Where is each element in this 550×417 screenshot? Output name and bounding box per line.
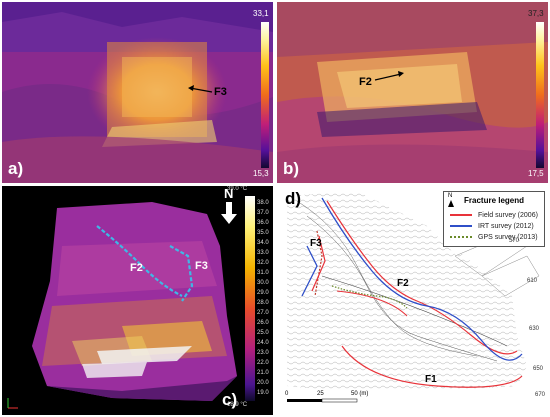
panel-c-colorbar	[245, 196, 255, 401]
panel-a-scale-min: 15,3	[253, 169, 269, 178]
scale-tick: 18.9 °C	[227, 402, 248, 408]
legend-row-irt: IRT survey (2012)	[450, 221, 534, 231]
contour-label: 630	[529, 326, 540, 332]
scale-tick: 25.0	[257, 330, 269, 336]
scale-tick: 36.0	[257, 220, 269, 226]
legend-swatch	[450, 225, 472, 227]
panel-a-colorbar	[261, 22, 269, 168]
scale-tick: 20.0	[257, 380, 269, 386]
scalebar-label-50: 50 (m)	[351, 391, 369, 397]
panel-c-model-drawing	[7, 196, 255, 409]
scale-tick: 32.0	[257, 260, 269, 266]
scale-tick: 27.0	[257, 310, 269, 316]
scale-tick: 22.0	[257, 360, 269, 366]
scalebar-label-25: 25	[317, 391, 324, 397]
legend-row-gps: GPS survey (2013)	[450, 232, 538, 242]
panel-c-f2-trace	[96, 225, 183, 297]
panel-a-thermal-drawing	[2, 2, 273, 183]
panel-c-f3-label: F3	[195, 260, 208, 272]
contour-label: 570	[509, 238, 520, 244]
scale-tick: 23.0	[257, 350, 269, 356]
panel-c-thermal-model: N F2 F3 39.0 °C 38.0 37.0 36.0 35.0 34.0…	[2, 186, 273, 415]
panel-a-f3-arrow	[189, 87, 213, 93]
panel-d-f3-gps-trace	[314, 230, 323, 297]
scale-tick: 35.0	[257, 230, 269, 236]
panel-d-tag: d)	[285, 189, 302, 208]
scale-tick: 39.0 °C	[227, 186, 248, 192]
scale-tick: 31.0	[257, 270, 269, 276]
panel-d-scalebar	[287, 398, 358, 403]
panel-a-scale-max: 33,1	[253, 9, 269, 18]
panel-c-f2-label: F2	[130, 262, 143, 274]
panel-b-scale-min: 17,5	[528, 169, 544, 178]
panel-b-f2-arrow	[374, 73, 402, 81]
scale-tick: 29.0	[257, 290, 269, 296]
panel-a-thermal-image: 33,1 15,3 F3 a)	[2, 2, 273, 183]
panel-c-tag: c)	[222, 390, 238, 409]
panel-d-contour-map: N Fracture legend Field survey (2006) IR…	[277, 186, 548, 415]
panel-a-tag: a)	[8, 159, 24, 178]
scale-tick: 38.0	[257, 200, 269, 206]
panel-d-f2-label: F2	[397, 278, 409, 289]
panel-c-north-label: N	[224, 186, 234, 201]
legend-north-label: N	[448, 193, 453, 199]
legend-swatch	[450, 236, 472, 238]
panel-d-f3-field-trace	[311, 235, 326, 292]
contour-label: 670	[535, 392, 546, 398]
scale-tick: 37.0	[257, 210, 269, 216]
panel-c-north-arrow	[221, 202, 237, 224]
panel-b-tag: b)	[283, 159, 300, 178]
panel-d-f2-gps-trace	[331, 285, 408, 309]
panel-d-f3-label: F3	[310, 238, 322, 249]
scalebar-label-0: 0	[285, 391, 289, 397]
legend-north-arrow: N	[448, 193, 454, 207]
contour-label: 650	[533, 366, 544, 372]
legend-label: GPS survey (2013)	[478, 233, 538, 241]
scale-tick: 24.0	[257, 340, 269, 346]
legend-row-field: Field survey (2006)	[450, 210, 538, 220]
panel-c-axes-gizmo	[7, 398, 18, 409]
panel-d-f2-field-trace-lower	[336, 290, 408, 317]
panel-d-f1-field-trace	[341, 345, 523, 388]
panel-d-legend: N Fracture legend Field survey (2006) IR…	[443, 191, 545, 247]
scale-tick: 34.0	[257, 240, 269, 246]
scale-tick: 28.0	[257, 300, 269, 306]
panel-b-colorbar	[536, 22, 544, 168]
panel-d-f3-irt-trace	[301, 245, 318, 297]
scale-tick: 26.0	[257, 320, 269, 326]
scale-tick: 19.0	[257, 390, 269, 396]
panel-d-f2-irt-trace	[321, 197, 523, 361]
scale-tick: 21.0	[257, 370, 269, 376]
legend-title: Fracture legend	[464, 196, 525, 205]
scale-tick: 33.0	[257, 250, 269, 256]
panel-b-scale-max: 37,3	[528, 9, 544, 18]
legend-label: IRT survey (2012)	[478, 222, 534, 230]
panel-b-thermal-image: 37,3 17,5 F2 b)	[277, 2, 548, 183]
panel-c-scale-ticks: 39.0 °C 38.0 37.0 36.0 35.0 34.0 33.0 32…	[227, 186, 273, 415]
legend-label: Field survey (2006)	[478, 211, 538, 219]
scale-tick: 30.0	[257, 280, 269, 286]
panel-a-fracture-label: F3	[214, 86, 227, 98]
legend-swatch	[450, 214, 472, 216]
panel-d-f1-label: F1	[425, 374, 437, 385]
panel-b-thermal-drawing	[277, 2, 548, 183]
panel-b-fracture-label: F2	[359, 76, 372, 88]
contour-label: 610	[527, 278, 538, 284]
